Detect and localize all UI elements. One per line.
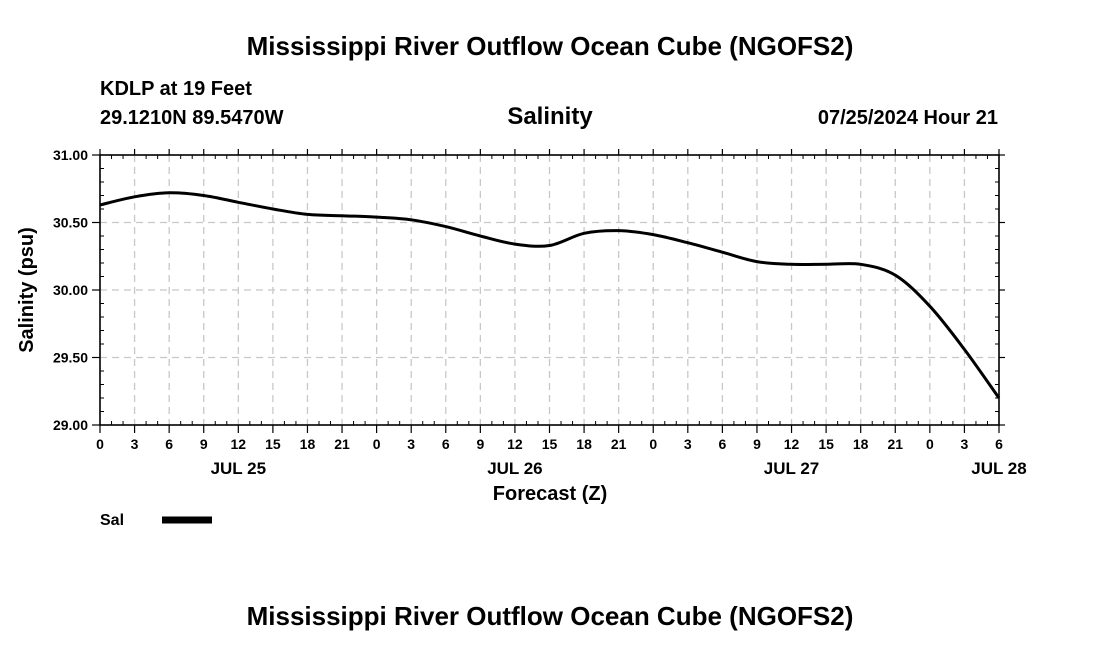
location-label: 29.1210N 89.5470W [100, 107, 284, 129]
salinity-series-line [99, 191, 1001, 399]
day-label: JUL 26 [487, 459, 542, 478]
station-label: KDLP at 19 Feet [100, 78, 252, 100]
x-tick-label: 15 [818, 436, 834, 452]
x-tick-labels: 0 3 6 9 12 15 18 21 0 3 6 9 12 15 18 21 0 3 6 9 12 15 18 21 0 3 6 [96, 436, 1003, 452]
legend-label: Sal [100, 512, 124, 529]
y-tick-label: 29.00 [53, 417, 88, 433]
x-tick-label: 6 [442, 436, 450, 452]
x-tick-label: 12 [231, 436, 247, 452]
datetime-label: 07/25/2024 Hour 21 [818, 107, 998, 129]
axis-ticks [92, 149, 1005, 433]
x-tick-label: 9 [476, 436, 484, 452]
day-label: JUL 27 [764, 459, 819, 478]
y-tick-label: 31.00 [53, 147, 88, 163]
day-labels: JUL 25 JUL 26 JUL 27 JUL 28 [211, 459, 1027, 478]
x-tick-label: 21 [887, 436, 903, 452]
x-tick-label: 6 [165, 436, 173, 452]
x-tick-label: 21 [334, 436, 350, 452]
x-tick-label: 12 [784, 436, 800, 452]
chart-title: Salinity [507, 103, 593, 130]
y-tick-label: 30.50 [53, 215, 88, 231]
grid-lines [100, 155, 999, 425]
x-tick-label: 15 [542, 436, 558, 452]
x-tick-label: 6 [995, 436, 1003, 452]
footer-title: Mississippi River Outflow Ocean Cube (NG… [247, 601, 854, 631]
x-tick-label: 18 [853, 436, 869, 452]
x-tick-label: 6 [718, 436, 726, 452]
x-axis-label: Forecast (Z) [493, 483, 607, 505]
x-tick-label: 3 [961, 436, 969, 452]
page-title: Mississippi River Outflow Ocean Cube (NG… [247, 31, 854, 61]
x-tick-label: 12 [507, 436, 523, 452]
y-tick-label: 30.00 [53, 282, 88, 298]
x-tick-label: 18 [300, 436, 316, 452]
y-tick-label: 29.50 [53, 350, 88, 366]
x-tick-label: 3 [131, 436, 139, 452]
x-tick-label: 3 [407, 436, 415, 452]
day-label: JUL 28 [971, 459, 1026, 478]
x-tick-label: 18 [576, 436, 592, 452]
x-tick-label: 21 [611, 436, 627, 452]
x-tick-label: 15 [265, 436, 281, 452]
x-tick-label: 0 [649, 436, 657, 452]
x-tick-label: 3 [684, 436, 692, 452]
day-label: JUL 25 [211, 459, 266, 478]
x-tick-label: 9 [753, 436, 761, 452]
y-tick-labels: 29.00 29.50 30.00 30.50 31.00 [53, 147, 88, 433]
y-axis-label: Salinity (psu) [16, 227, 38, 353]
x-tick-label: 9 [200, 436, 208, 452]
x-tick-label: 0 [96, 436, 104, 452]
x-tick-label: 0 [926, 436, 934, 452]
x-tick-label: 0 [373, 436, 381, 452]
